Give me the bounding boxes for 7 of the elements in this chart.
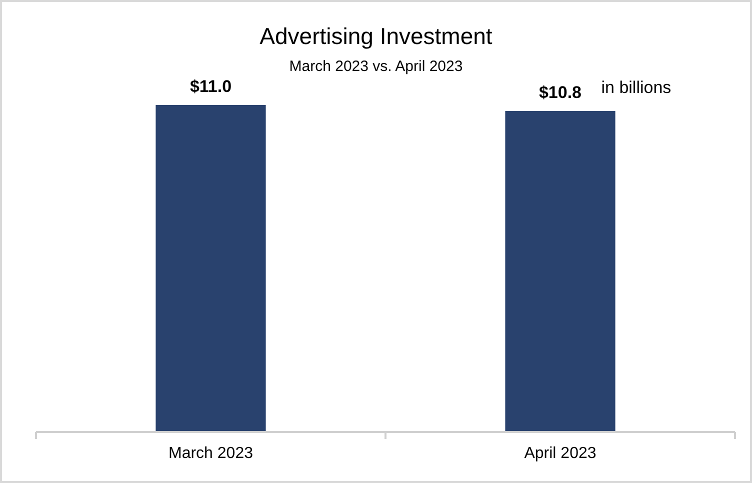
data-label: $11.0 <box>190 77 232 96</box>
x-tick-label: March 2023 <box>168 445 254 462</box>
text: in billions <box>601 78 672 97</box>
data-label: $10.8 <box>538 82 582 102</box>
x-tick-label: April 2023 <box>524 445 596 462</box>
chart-title: Advertising Investment <box>260 23 493 49</box>
chart-subtitle: March 2023 vs. April 2023 <box>289 58 463 75</box>
